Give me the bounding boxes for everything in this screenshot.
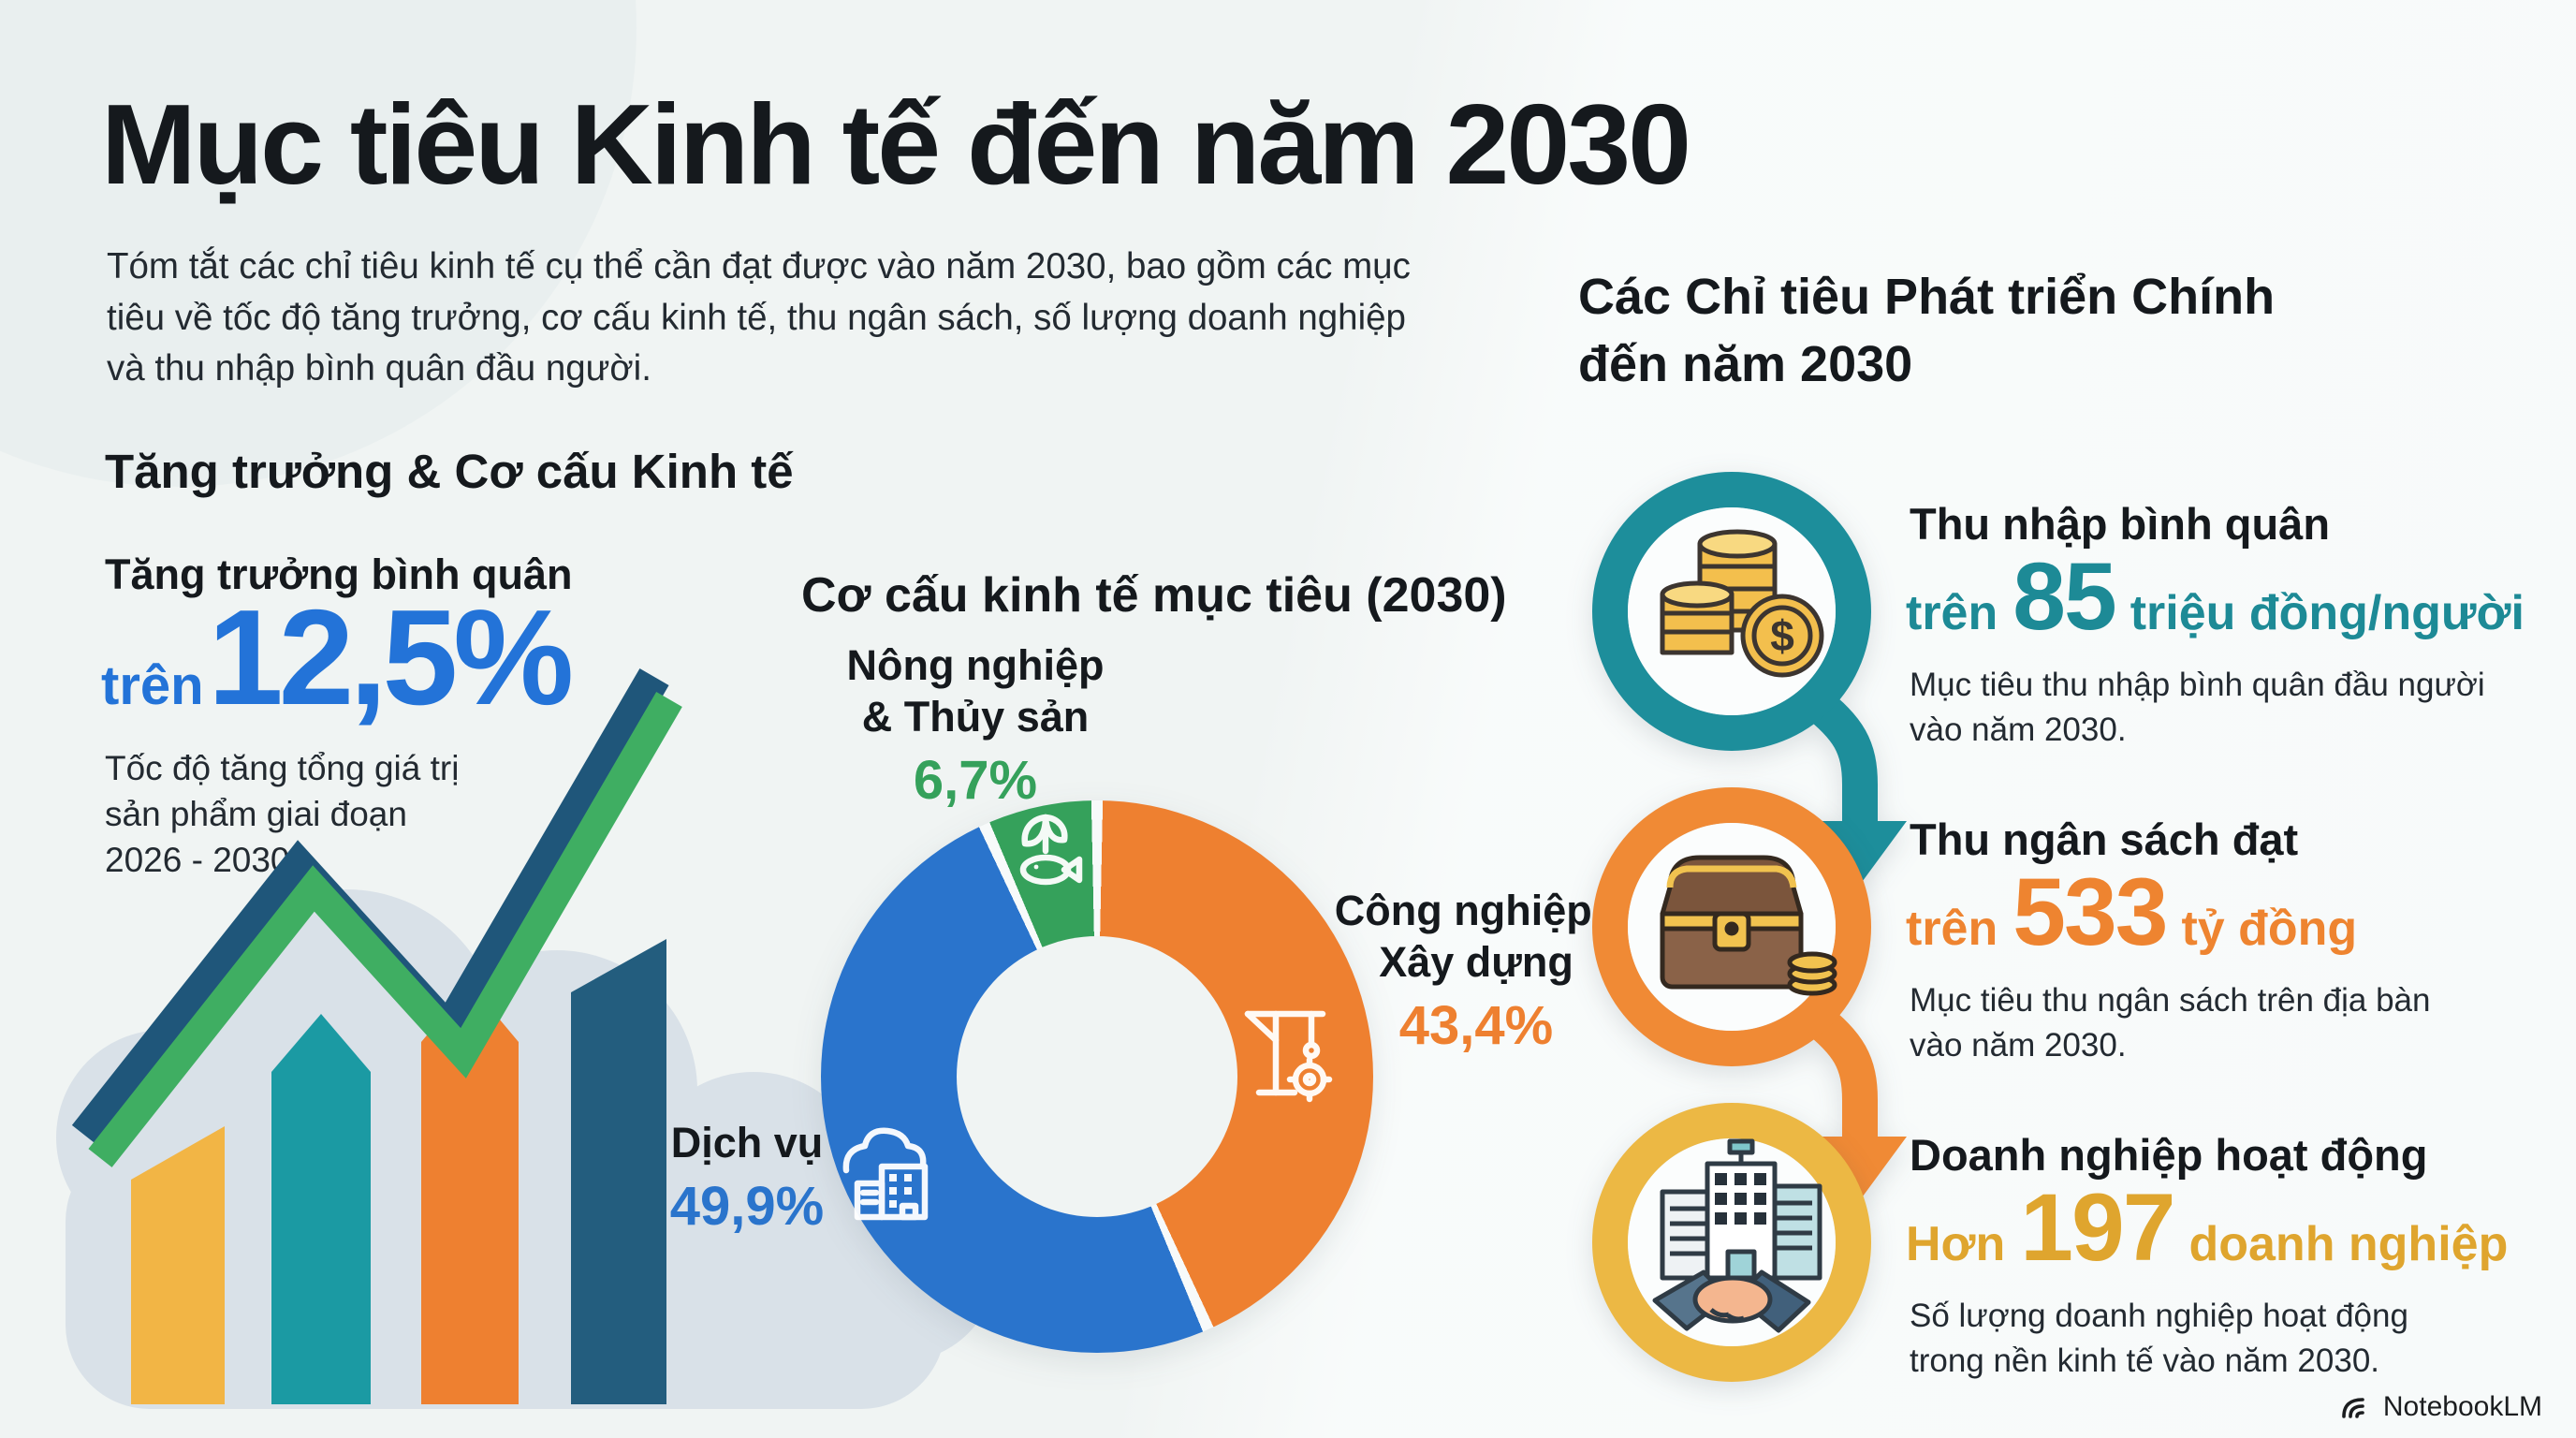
kpi-value-suffix: tỷ đồng [2181,902,2358,956]
kpi-value-number: 197 [2020,1174,2175,1281]
kpi-heading-line: Các Chỉ tiêu Phát triển Chính [1578,269,2276,325]
kpi-title-income: Thu nhập bình quân [1910,499,2331,549]
growth-section-heading: Tăng trưởng & Cơ cấu Kinh tế [105,445,794,498]
svg-text:$: $ [1770,611,1794,660]
kpi-description-line: Mục tiêu thu ngân sách trên địa bàn [1910,982,2431,1019]
trend-arrow-line [71,668,682,1167]
growth-value: trên 12,5% [101,590,574,726]
page-subtitle: Tóm tắt các chỉ tiêu kinh tế cụ thể cần … [107,246,1411,389]
bar-orange [421,984,519,1404]
kpi-badge-income: $ [1592,472,1907,885]
watermark-text: NotebookLM [2382,1391,2542,1422]
kpi-description-line: trong nền kinh tế vào năm 2030. [1910,1343,2380,1380]
kpi-badge-enterprises [1592,1103,1871,1382]
kpi-value-number: 85 [2012,543,2116,650]
growth-bars-illustration [56,668,997,1409]
buildings-handshake-icon [1652,1138,1822,1333]
kpi-description-line: Số lượng doanh nghiệp hoạt động [1910,1298,2408,1334]
kpi-description-income: Mục tiêu thu nhập bình quân đầu người và… [1910,663,2485,754]
kpi-description-budget: Mục tiêu thu ngân sách trên địa bàn vào … [1910,978,2430,1069]
kpi-value-enterprises: Hơn 197 doanh nghiệp [1906,1180,2508,1275]
notebooklm-logo-icon [2342,1398,2364,1418]
label-agriculture: Nông nghiệp & Thủy sản 6,7% [816,640,1134,812]
kpi-description-enterprises: Số lượng doanh nghiệp hoạt động trong nề… [1910,1294,2408,1385]
growth-value-number: 12,5% [208,581,574,733]
donut-chart [821,800,1373,1353]
page-title: Mục tiêu Kinh tế đến năm 2030 [101,81,1691,208]
kpi-value-suffix: triệu đồng/người [2130,586,2525,640]
coin-stacks-icon: $ [1660,529,1824,678]
kpi-description-line: Mục tiêu thu nhập bình quân đầu người [1910,667,2485,703]
growth-description-line: Tốc độ tăng tổng giá trị [105,749,460,787]
kpi-section-heading: Các Chỉ tiêu Phát triển Chính đến năm 20… [1578,264,2275,399]
bar-teal [271,1014,371,1404]
growth-description: Tốc độ tăng tổng giá trị sản phẩm giai đ… [105,745,459,884]
kpi-description-line: vào năm 2030. [1910,712,2127,749]
kpi-badge-budget [1592,787,1907,1200]
growth-description-line: 2026 - 2030. [105,841,300,880]
growth-value-prefix: trên [101,655,204,716]
treasure-chest-icon [1660,855,1837,996]
slice-label-line: Xây dựng [1379,937,1573,986]
watermark: NotebookLM [2340,1391,2542,1423]
bar-darkblue [571,939,666,1404]
slice-value: 6,7% [913,749,1038,811]
slice-label-line: & Thủy sản [861,692,1090,741]
slice-label-line: Nông nghiệp [846,641,1105,689]
label-industry: Công nghiệp - Xây dựng 43,4% [1322,886,1631,1057]
kpi-value-budget: trên 533 tỷ đồng [1906,864,2357,960]
slice-label-line: Dịch vụ [670,1119,824,1167]
kpi-value-number: 533 [2012,858,2168,965]
kpi-title-enterprises: Doanh nghiệp hoạt động [1910,1130,2428,1180]
slice-value: 49,9% [669,1175,825,1237]
kpi-value-prefix: trên [1906,586,1998,640]
bars [131,939,666,1404]
donut-hole [957,936,1237,1217]
kpi-value-suffix: doanh nghiệp [2188,1217,2509,1271]
slice-label-line: Công nghiệp - [1334,887,1618,934]
kpi-description-line: vào năm 2030. [1910,1027,2127,1064]
growth-label: Tăng trưởng bình quân [105,550,573,598]
kpi-value-prefix: trên [1906,902,1998,956]
label-services: Dịch vụ 49,9% [644,1118,850,1238]
bar-yellow [131,1126,225,1404]
kpi-value-income: trên 85 triệu đồng/người [1906,549,2525,644]
slice-value: 43,4% [1398,994,1554,1056]
kpi-heading-line: đến năm 2030 [1578,335,1913,392]
kpi-value-prefix: Hơn [1906,1217,2006,1271]
donut-chart-title: Cơ cấu kinh tế mục tiêu (2030) [801,568,1507,623]
kpi-title-budget: Thu ngân sách đạt [1910,814,2299,864]
growth-description-line: sản phẩm giai đoạn [105,795,407,834]
